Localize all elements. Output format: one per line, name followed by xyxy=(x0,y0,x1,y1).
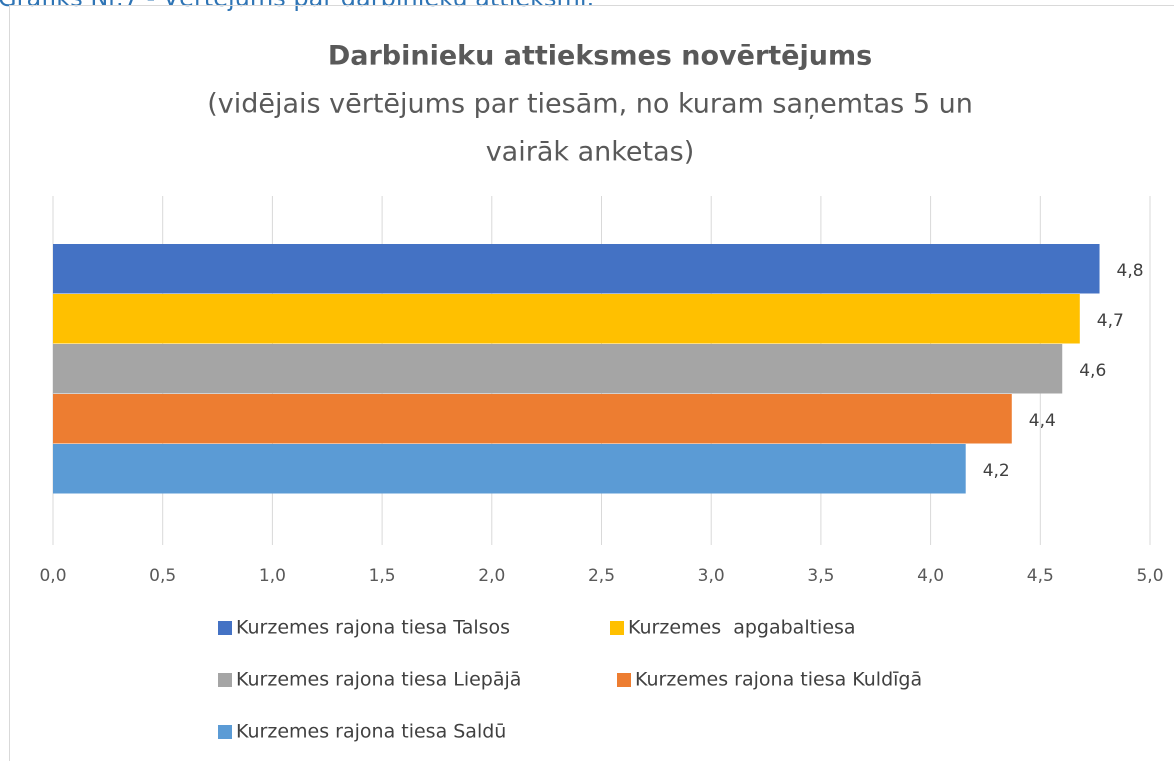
legend-label: Kurzemes rajona tiesa Saldū xyxy=(236,721,506,743)
legend-label: Kurzemes apgabaltiesa xyxy=(628,617,856,639)
x-tick-label: 3,5 xyxy=(807,566,834,586)
x-tick-label: 3,0 xyxy=(698,566,725,586)
x-tick-label: 1,0 xyxy=(259,566,286,586)
bar xyxy=(53,444,966,494)
value-label: 4,6 xyxy=(1079,361,1106,381)
value-label: 4,8 xyxy=(1117,261,1144,281)
x-tick-label: 0,5 xyxy=(149,566,176,586)
x-tick-label: 0,0 xyxy=(39,566,66,586)
bar xyxy=(53,294,1080,344)
x-tick-label: 4,5 xyxy=(1027,566,1054,586)
legend-swatch xyxy=(610,621,624,635)
x-tick-label: 2,5 xyxy=(588,566,615,586)
value-label: 4,7 xyxy=(1097,311,1124,331)
chart-subtitle: (vidējais vērtējums par tiesām, no kuram… xyxy=(207,89,973,120)
legend-label: Kurzemes rajona tiesa Liepājā xyxy=(236,669,521,691)
x-tick-label: 5,0 xyxy=(1136,566,1163,586)
legend-label: Kurzemes rajona tiesa Talsos xyxy=(236,617,510,639)
legend-swatch xyxy=(617,673,631,687)
x-tick-label: 1,5 xyxy=(369,566,396,586)
bar xyxy=(53,344,1063,394)
bar xyxy=(53,244,1100,294)
chart-title: Darbinieku attieksmes novērtējums xyxy=(328,41,872,72)
value-label: 4,2 xyxy=(983,461,1010,481)
legend-swatch xyxy=(218,621,232,635)
chart-subtitle: vairāk anketas) xyxy=(486,137,695,168)
legend-swatch xyxy=(218,725,232,739)
legend-swatch xyxy=(218,673,232,687)
value-label: 4,4 xyxy=(1029,411,1056,431)
legend-label: Kurzemes rajona tiesa Kuldīgā xyxy=(635,669,922,691)
bar xyxy=(53,394,1012,444)
x-tick-label: 4,0 xyxy=(917,566,944,586)
x-tick-label: 2,0 xyxy=(478,566,505,586)
